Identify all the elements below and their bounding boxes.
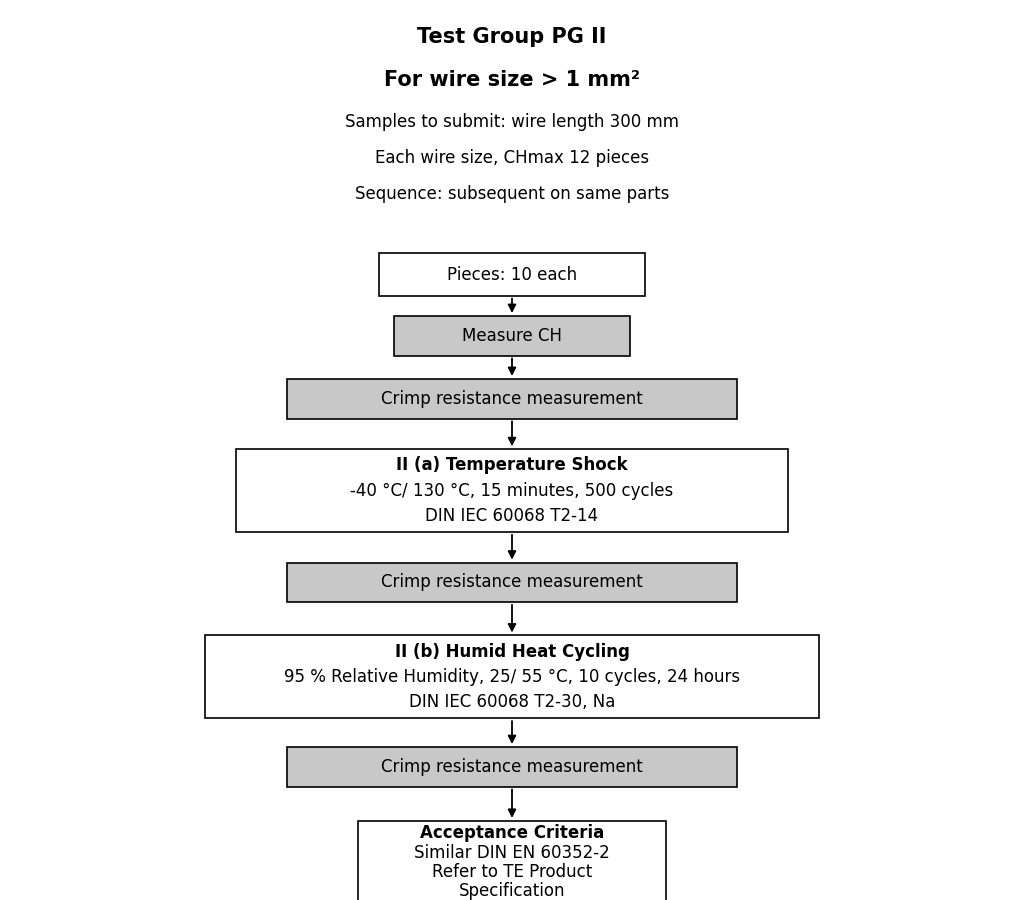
Text: Crimp resistance measurement: Crimp resistance measurement [381, 573, 643, 591]
Text: Refer to TE Product: Refer to TE Product [432, 863, 592, 881]
Text: II (a) Temperature Shock: II (a) Temperature Shock [396, 456, 628, 474]
Text: Sequence: subsequent on same parts: Sequence: subsequent on same parts [354, 185, 670, 203]
Text: Pieces: 10 each: Pieces: 10 each [446, 266, 578, 284]
Text: Similar DIN EN 60352-2: Similar DIN EN 60352-2 [414, 843, 610, 861]
Text: Crimp resistance measurement: Crimp resistance measurement [381, 758, 643, 776]
FancyBboxPatch shape [287, 747, 737, 787]
FancyBboxPatch shape [236, 449, 788, 532]
Text: Samples to submit: wire length 300 mm: Samples to submit: wire length 300 mm [345, 113, 679, 131]
Text: For wire size > 1 mm²: For wire size > 1 mm² [384, 70, 640, 90]
FancyBboxPatch shape [394, 316, 630, 356]
FancyBboxPatch shape [379, 254, 645, 295]
Text: Specification: Specification [459, 882, 565, 900]
Text: Each wire size, CHmax 12 pieces: Each wire size, CHmax 12 pieces [375, 149, 649, 167]
Text: Crimp resistance measurement: Crimp resistance measurement [381, 390, 643, 408]
Text: DIN IEC 60068 T2-14: DIN IEC 60068 T2-14 [425, 507, 599, 525]
FancyBboxPatch shape [358, 821, 666, 900]
FancyBboxPatch shape [287, 379, 737, 418]
FancyBboxPatch shape [287, 562, 737, 602]
Text: DIN IEC 60068 T2-30, Na: DIN IEC 60068 T2-30, Na [409, 693, 615, 711]
Text: Test Group PG II: Test Group PG II [418, 27, 606, 47]
Text: Acceptance Criteria: Acceptance Criteria [420, 824, 604, 842]
Text: II (b) Humid Heat Cycling: II (b) Humid Heat Cycling [394, 643, 630, 661]
FancyBboxPatch shape [205, 635, 819, 718]
Text: 95 % Relative Humidity, 25/ 55 °C, 10 cycles, 24 hours: 95 % Relative Humidity, 25/ 55 °C, 10 cy… [284, 668, 740, 686]
Text: -40 °C/ 130 °C, 15 minutes, 500 cycles: -40 °C/ 130 °C, 15 minutes, 500 cycles [350, 482, 674, 500]
Text: Measure CH: Measure CH [462, 327, 562, 345]
